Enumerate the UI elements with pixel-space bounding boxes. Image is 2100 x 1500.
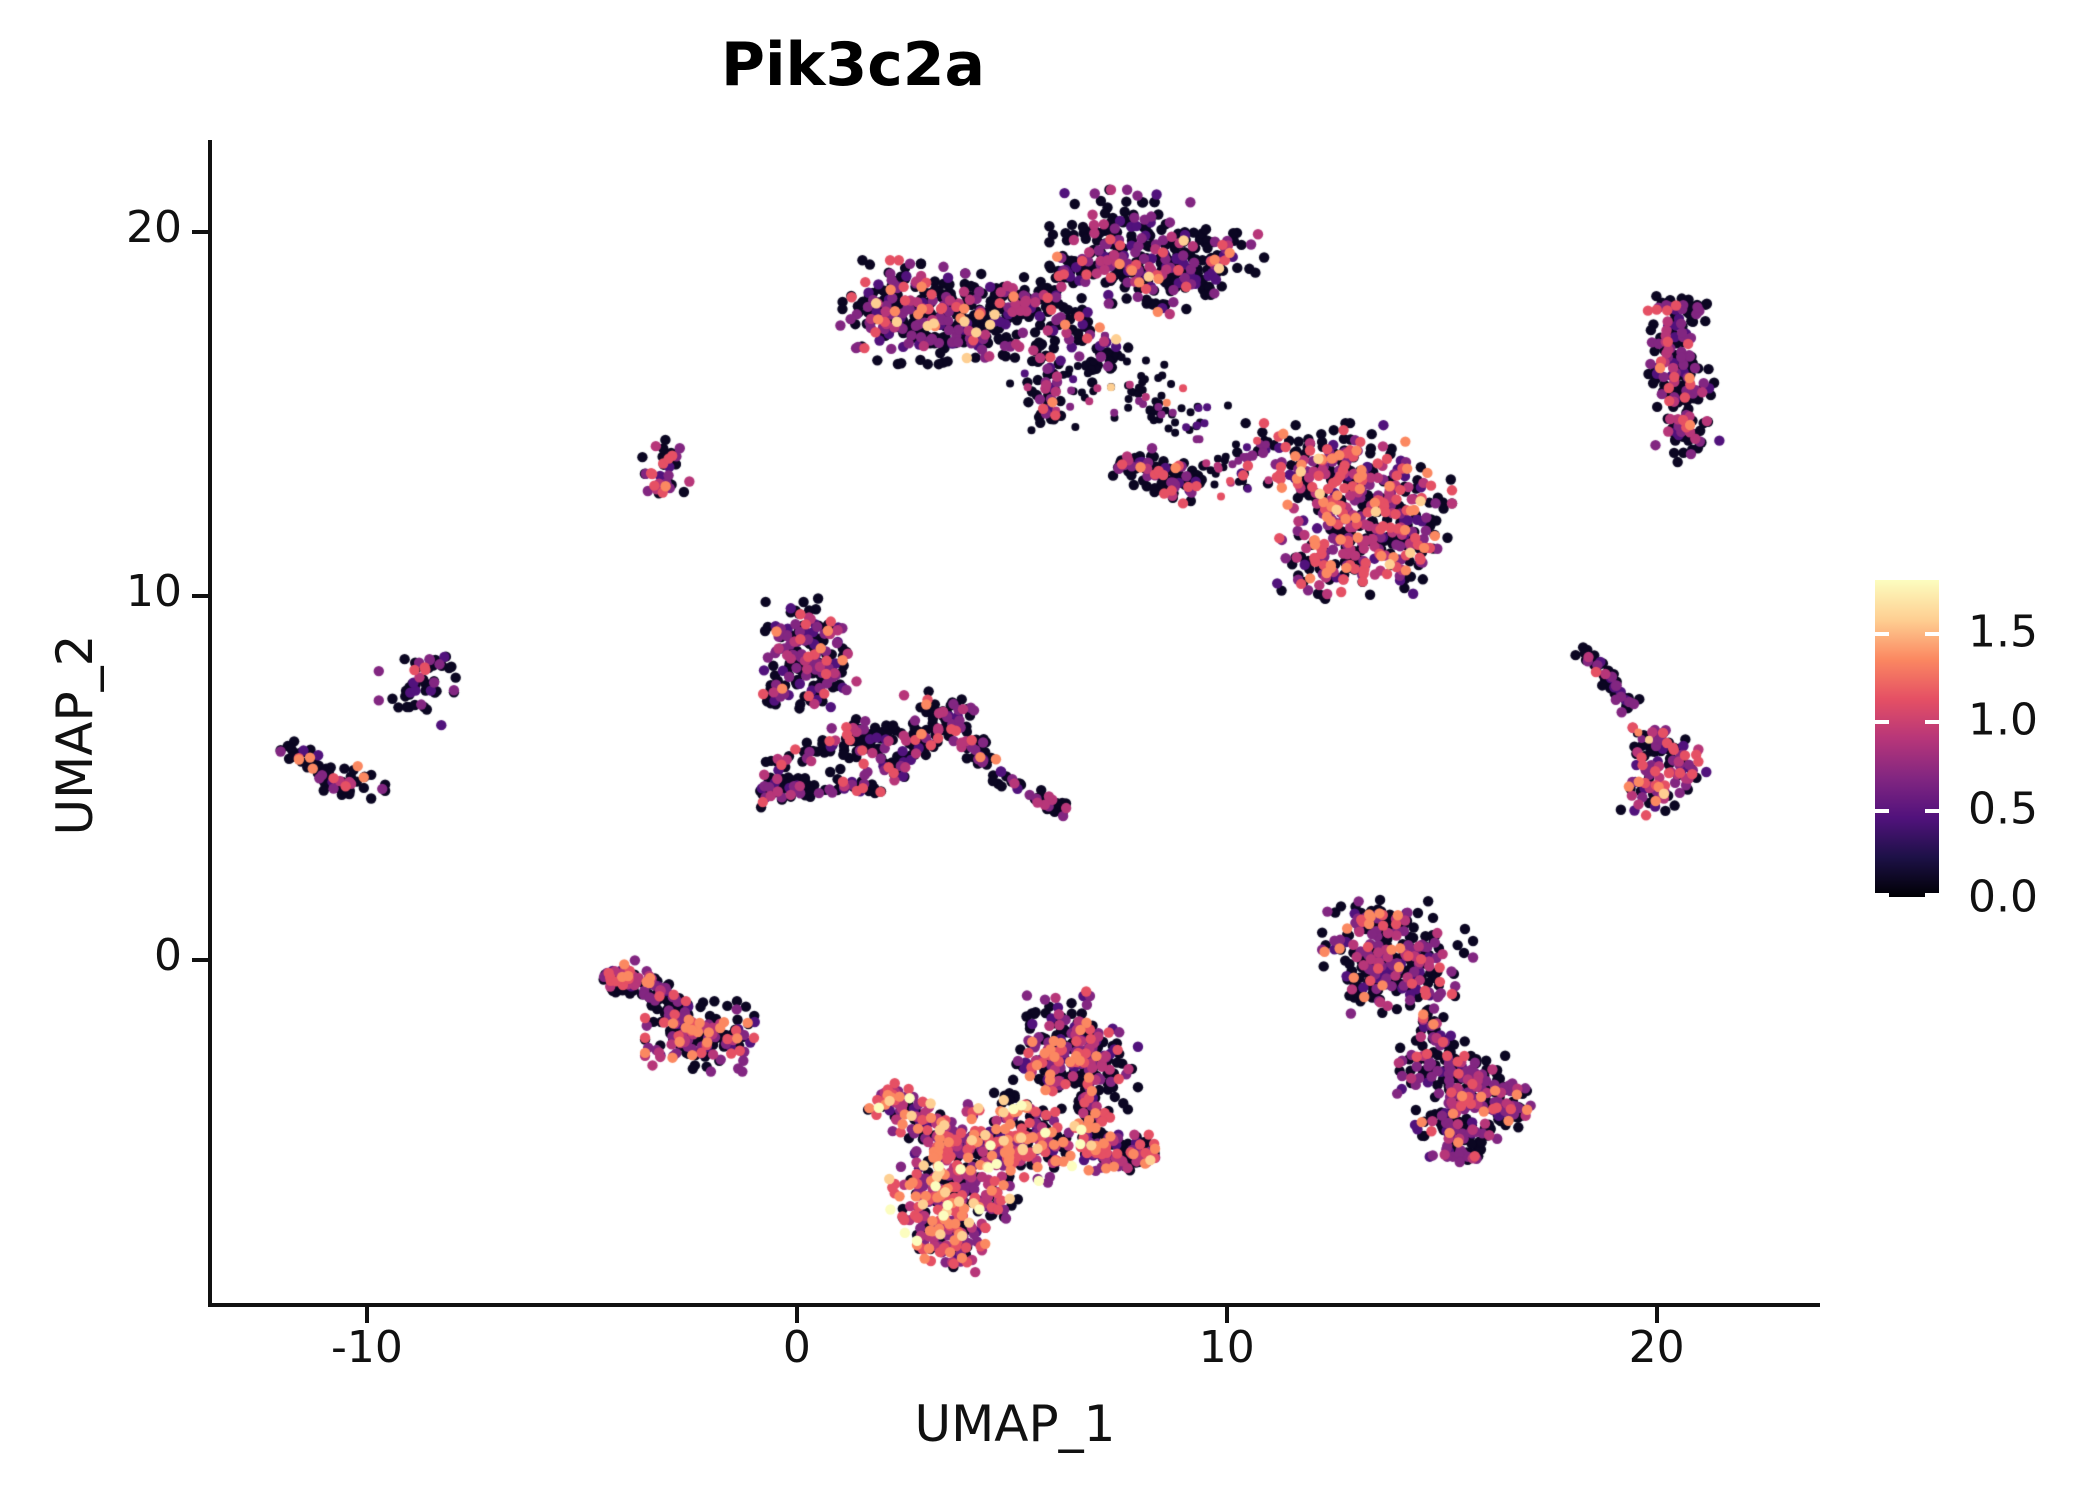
- x-axis-title: UMAP_1: [914, 1395, 1116, 1453]
- colorbar-tick-label: 1.5: [1968, 606, 2038, 658]
- x-tick-label: -10: [330, 1322, 403, 1373]
- x-tick-mark: [1654, 1307, 1659, 1323]
- x-tick-label: 10: [1198, 1322, 1255, 1373]
- colorbar-tick-label: 0.5: [1968, 783, 2038, 835]
- x-tick-mark: [794, 1307, 799, 1323]
- colorbar-tick-notch: [1875, 632, 1889, 637]
- colorbar-tick-label: 1.0: [1968, 694, 2038, 746]
- expression-colorbar: [1875, 580, 1939, 897]
- y-tick-label: 10: [126, 566, 182, 618]
- colorbar-tick-notch: [1925, 808, 1939, 813]
- plot-title: Pik3c2a: [721, 30, 985, 100]
- x-tick-label: 20: [1628, 1322, 1685, 1373]
- colorbar-tick-notch: [1925, 632, 1939, 637]
- colorbar-tick-notch: [1925, 720, 1939, 725]
- colorbar-tick-label: 0.0: [1968, 871, 2038, 923]
- colorbar-tick-notch: [1875, 720, 1889, 725]
- y-tick-mark: [192, 230, 208, 235]
- x-tick-label: 0: [782, 1322, 811, 1373]
- y-tick-label: 0: [154, 929, 182, 981]
- colorbar-tick-notch: [1875, 808, 1889, 813]
- y-axis-spine: [208, 140, 212, 1307]
- x-axis-spine: [208, 1303, 1820, 1307]
- colorbar-tick-notch: [1875, 893, 1889, 897]
- y-tick-mark: [192, 594, 208, 599]
- y-tick-label: 20: [126, 202, 182, 254]
- y-tick-mark: [192, 957, 208, 962]
- x-tick-mark: [1224, 1307, 1229, 1323]
- y-axis-title: UMAP_2: [46, 634, 104, 836]
- x-tick-mark: [364, 1307, 369, 1323]
- colorbar-tick-notch: [1925, 893, 1939, 897]
